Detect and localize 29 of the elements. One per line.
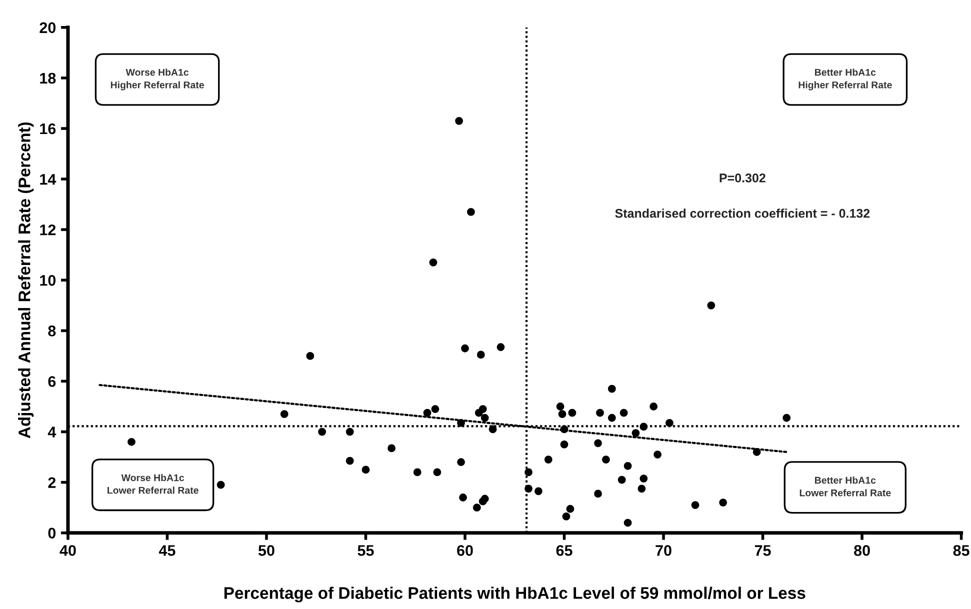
x-tick-label: 50 bbox=[258, 545, 274, 556]
annotation: P=0.302 bbox=[720, 174, 766, 182]
y-tick-label: 0 bbox=[48, 528, 56, 539]
y-tick-label: 4 bbox=[48, 426, 56, 438]
annotation: Better HbA1c Higher Referral Rate bbox=[798, 68, 892, 90]
y-axis-title: Adjusted Annual Referral Rate (Percent) bbox=[18, 122, 34, 438]
x-tick-label: 85 bbox=[953, 545, 970, 556]
x-tick-label: 55 bbox=[358, 545, 374, 556]
y-tick-label: 16 bbox=[40, 123, 56, 134]
y-tick-label: 10 bbox=[40, 275, 56, 286]
y-tick-label: 18 bbox=[40, 72, 56, 84]
x-tick-label: 75 bbox=[754, 545, 771, 556]
y-tick-label: 20 bbox=[40, 22, 56, 34]
x-axis-title: Percentage of Diabetic Patients with HbA1c Level of 59 mmol/mol or Less bbox=[224, 586, 806, 602]
x-tick-label: 40 bbox=[60, 545, 76, 556]
y-tick-label: 8 bbox=[48, 326, 56, 336]
y-tick-label: 2 bbox=[48, 477, 56, 488]
y-tick-label: 6 bbox=[48, 376, 56, 387]
annotation: Worse HbA1c Higher Referral Rate bbox=[110, 68, 204, 90]
y-tick-label: 14 bbox=[40, 174, 56, 185]
y-tick-label: 12 bbox=[40, 224, 56, 236]
annotation: Better HbA1c Lower Referral Rate bbox=[800, 476, 891, 496]
x-tick-label: 70 bbox=[656, 545, 672, 556]
x-tick-label: 45 bbox=[158, 545, 176, 556]
annotation: Worse HbA1c Lower Referral Rate bbox=[108, 474, 198, 494]
annotation: Standarised correction coefficient = - 0.132 bbox=[615, 208, 870, 218]
x-tick-label: 60 bbox=[457, 545, 473, 556]
x-tick-label: 80 bbox=[854, 545, 870, 556]
x-tick-label: 65 bbox=[556, 545, 572, 556]
